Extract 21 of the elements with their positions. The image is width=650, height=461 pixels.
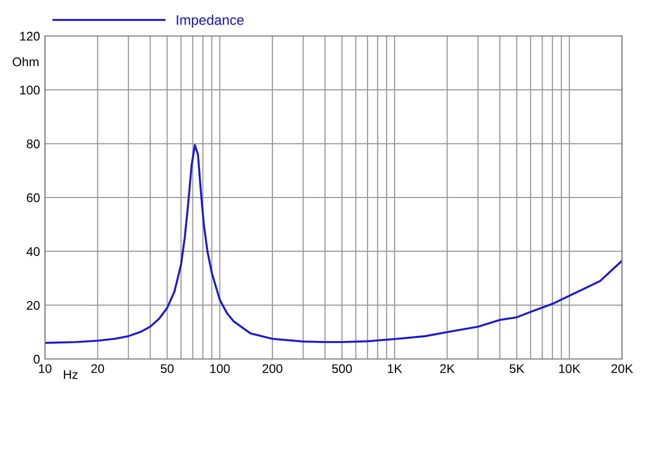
y-tick-label: 120 — [20, 32, 40, 41]
y-axis-title: Ohm — [12, 57, 38, 66]
y-tick-label: 100 — [20, 86, 40, 94]
y-tick-label: 60 — [26, 193, 40, 202]
y-tick-label: 40 — [26, 247, 40, 256]
x-tick-label: 10 — [39, 364, 52, 374]
x-tick-label: 50 — [160, 364, 174, 374]
x-tick-label: 20K — [612, 364, 633, 374]
y-tick-label: 80 — [26, 139, 40, 148]
x-tick-label: 1K — [388, 364, 402, 373]
x-tick-label: 500 — [332, 364, 352, 374]
text: Impedance — [176, 14, 244, 28]
x-tick-label: 5K — [510, 364, 524, 374]
x-tick-label: 200 — [262, 364, 282, 374]
x-tick-label: 100 — [210, 364, 230, 374]
y-tick-label: 20 — [26, 300, 40, 310]
x-tick-label: 10K — [559, 364, 580, 374]
x-axis-title: Hz — [64, 370, 78, 379]
x-tick-label: 20 — [91, 364, 104, 374]
y-tick-label: 0 — [34, 354, 40, 364]
x-tick-label: 2K — [440, 364, 455, 373]
